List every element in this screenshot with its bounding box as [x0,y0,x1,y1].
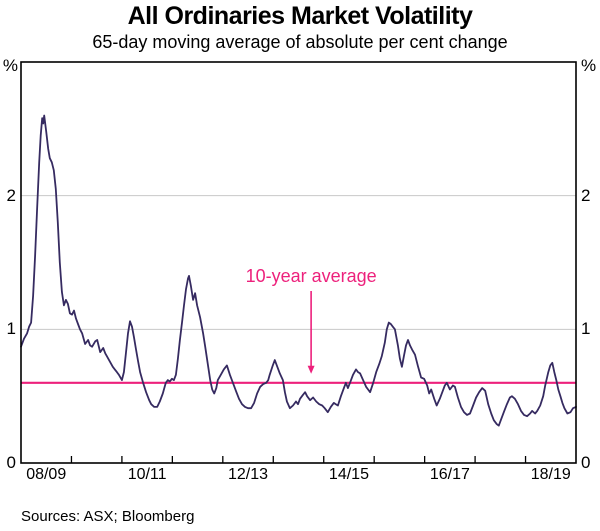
series-line [20,114,577,427]
chart-title: All Ordinaries Market Volatility [127,2,473,30]
x-axis-label-1011: 10/11 [127,466,167,483]
y-tick-label-right-1: 1 [581,319,591,339]
y-axis-unit-left: % [2,56,18,75]
x-axis-label-1819: 18/19 [530,466,571,483]
y-tick-label-right-2: 2 [581,185,591,205]
sources-note: Sources: ASX; Bloomberg [21,508,195,525]
x-axis-label-1415: 14/15 [328,466,369,483]
y-tick-label-left-0: 0 [6,453,16,472]
annotation-arrow-head [307,365,315,374]
plot-frame [20,61,577,464]
y-tick-label-left-1: 1 [6,319,16,339]
x-axis-label-1617: 16/17 [429,466,470,483]
reference-line-label: 10-year average [245,266,377,286]
x-axis-label-1213: 12/13 [228,466,269,483]
y-tick-label-right-0: 0 [581,453,591,472]
chart-subtitle: 65-day moving average of absolute per ce… [92,32,508,52]
y-axis-unit-right: % [581,56,597,75]
y-tick-label-left-2: 2 [6,185,16,205]
x-axis-label-0809: 08/09 [26,466,67,483]
